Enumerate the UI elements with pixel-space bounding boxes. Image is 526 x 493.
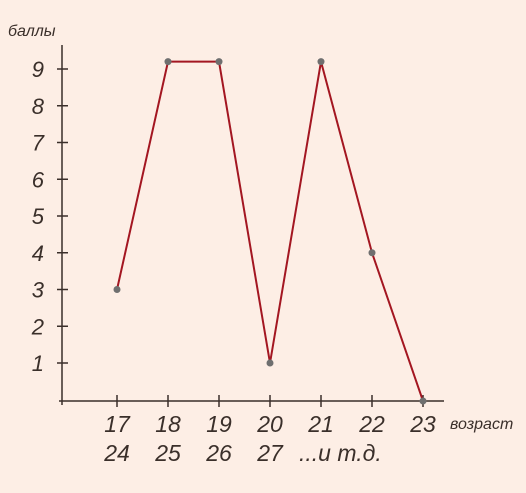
y-tick-label: 1 <box>32 351 44 376</box>
x-tick-label-row2: 26 <box>205 440 232 466</box>
data-point <box>164 58 172 66</box>
x-tick-label: 21 <box>307 411 334 437</box>
y-tick-label: 9 <box>32 57 44 82</box>
data-point <box>419 397 427 405</box>
x-tick-label: 18 <box>155 411 181 437</box>
data-point <box>215 58 223 66</box>
y-tick-label: 5 <box>32 204 45 229</box>
data-point <box>317 58 325 66</box>
y-tick-label: 4 <box>32 241 44 266</box>
data-point <box>368 249 376 257</box>
x-tick-label-row2: 25 <box>154 440 181 466</box>
x-tick-label: 20 <box>256 411 283 437</box>
series-line <box>116 60 424 402</box>
x-tick-label: 22 <box>358 411 385 437</box>
x-tick-label: 19 <box>206 411 232 437</box>
y-tick-label: 2 <box>31 314 44 339</box>
y-tick-label: 6 <box>32 167 45 192</box>
x-tick-label-row2: 24 <box>103 440 130 466</box>
x-tick-label-row2: 27 <box>256 440 284 466</box>
x-tick-label-row2: ...и т.д. <box>299 440 382 466</box>
x-tick-label: 23 <box>409 411 436 437</box>
y-tick-label: 3 <box>32 278 45 303</box>
y-axis-label: баллы <box>8 23 56 40</box>
y-tick-label: 8 <box>32 94 45 119</box>
data-point <box>266 359 274 367</box>
y-tick-label: 7 <box>32 131 45 156</box>
x-tick-label: 17 <box>104 411 131 437</box>
x-axis-label: возраст <box>450 416 513 433</box>
data-point <box>113 286 121 293</box>
